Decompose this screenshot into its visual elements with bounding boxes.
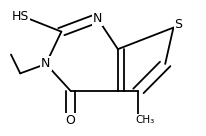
Text: CH₃: CH₃: [134, 115, 153, 125]
Text: N: N: [92, 12, 102, 25]
Text: N: N: [41, 58, 50, 70]
Text: O: O: [65, 114, 75, 127]
Text: HS: HS: [12, 10, 29, 23]
Text: S: S: [174, 18, 182, 31]
